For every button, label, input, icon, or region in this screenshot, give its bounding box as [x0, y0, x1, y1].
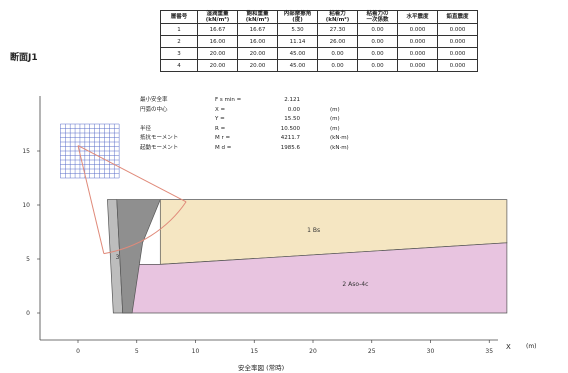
result-sym: X =	[215, 106, 226, 113]
result-value: 2.121	[284, 97, 300, 103]
table-row: 3 20.00 20.00 45.00 0.00 0.00 0.000 0.000	[160, 47, 478, 61]
y-tick-label: 0	[26, 310, 30, 317]
x-tick-label: 30	[427, 348, 435, 355]
x-tick-label: 10	[192, 348, 200, 355]
slip-radius-line	[77, 145, 187, 203]
result-label: 円弧の中心	[140, 106, 168, 113]
table-cell: 0.000	[437, 59, 478, 73]
result-label: 最小安全率	[140, 97, 168, 103]
y-tick-label: 10	[22, 202, 30, 209]
result-unit: (kN·m)	[330, 144, 349, 151]
x-tick-label: 0	[76, 348, 80, 355]
table-header-cell: 水平震度	[397, 9, 438, 25]
slip-surface-arc	[103, 201, 187, 255]
x-axis-unit: (m)	[526, 343, 537, 350]
y-tick-label: 15	[22, 148, 30, 155]
x-tick-label: 35	[485, 348, 493, 355]
result-sym: F s min =	[215, 97, 242, 103]
soil-properties-table: 層番号 湿潤重量 (kN/m³) 飽和重量 (kN/m³) 内部摩擦角 (度) 粘着力 (kN/…	[160, 9, 478, 73]
soil-layer-4	[116, 199, 161, 314]
x-tick-label: 15	[250, 348, 258, 355]
result-unit: (m)	[330, 116, 340, 122]
result-value: 4211.7	[280, 135, 300, 141]
table-row: 4 20.00 20.00 45.00 0.00 0.00 0.000 0.000	[160, 59, 478, 73]
layer-label: 2 Aso-4c	[342, 281, 368, 288]
result-sym: M r =	[215, 135, 231, 141]
layer-label: 3	[116, 254, 120, 261]
table-header-cell: 内部摩擦角 (度)	[277, 9, 318, 25]
y-tick-label: 5	[26, 256, 30, 263]
result-sym: R =	[215, 125, 226, 132]
result-label: 起動モーメント	[140, 144, 179, 151]
table-header-cell: 粘着力 (kN/m²)	[317, 9, 358, 25]
table-header-cell: 鉛直震度	[437, 9, 478, 25]
table-row: 1 16.67 16.67 5.30 27.30 0.00 0.000 0.000	[160, 23, 478, 37]
x-tick-label: 5	[135, 348, 139, 355]
result-sym: Y =	[215, 116, 225, 122]
section-label: 断面J1	[10, 53, 38, 63]
result-label: 抵抗モーメント	[140, 135, 179, 141]
result-unit: (kN·m)	[330, 135, 349, 141]
table-header-cell: 飽和重量 (kN/m³)	[237, 9, 278, 25]
result-unit: (m)	[330, 125, 340, 132]
result-value: 10.500	[280, 125, 300, 132]
slip-radius-line	[77, 145, 105, 254]
result-value: 15.50	[284, 116, 300, 122]
result-value: 0.00	[287, 106, 300, 113]
table-row: 2 16.00 16.00 11.14 26.00 0.00 0.000 0.000	[160, 35, 478, 49]
x-tick-label: 20	[309, 348, 317, 355]
table-header-row: 層番号 湿潤重量 (kN/m³) 飽和重量 (kN/m³) 内部摩擦角 (度) 粘着力 (kN/…	[160, 9, 478, 25]
table-header-cell: 湿潤重量 (kN/m³)	[197, 9, 238, 25]
result-value: 1985.6	[280, 144, 300, 151]
figure-caption: 安全率図 (常時)	[238, 364, 285, 372]
result-label: 半径	[140, 125, 152, 132]
result-unit: (m)	[330, 106, 340, 113]
x-axis-label: X	[506, 343, 511, 351]
x-tick-label: 25	[368, 348, 376, 355]
layer-label: 1 Bs	[307, 227, 320, 234]
result-sym: M d =	[215, 144, 232, 151]
table-body: 1 16.67 16.67 5.30 27.30 0.00 0.000 0.000 2 16.00…	[160, 23, 478, 73]
